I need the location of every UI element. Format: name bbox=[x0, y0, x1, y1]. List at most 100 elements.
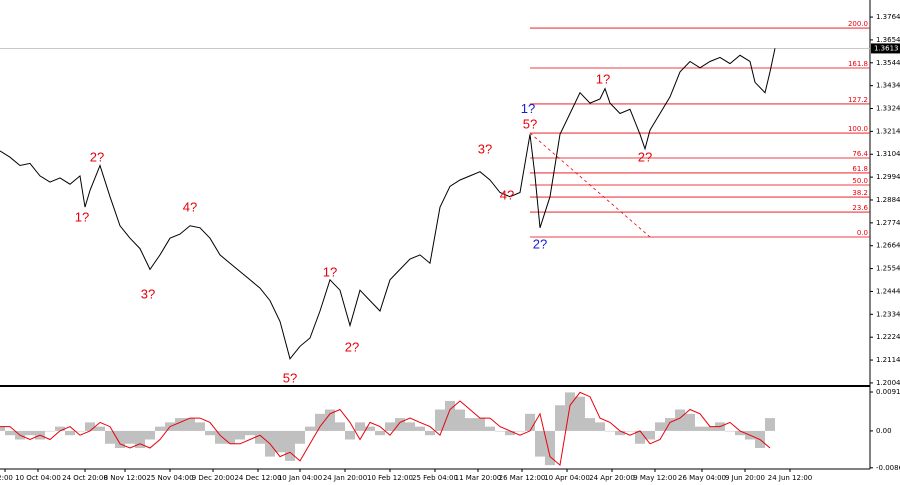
x-tick-label: 26 Mar 12:00 bbox=[499, 474, 546, 482]
x-tick-label: 10 Feb 12:00 bbox=[367, 474, 413, 482]
histogram-bar bbox=[65, 430, 75, 436]
wave-label: 2? bbox=[345, 339, 359, 354]
y-tick-label: 1.3764 bbox=[876, 13, 900, 21]
y-tick-label: 1.2664 bbox=[876, 242, 900, 250]
histogram-bar bbox=[385, 422, 395, 431]
histogram-bar bbox=[95, 426, 105, 431]
histogram-bar bbox=[455, 409, 465, 431]
histogram-bar bbox=[465, 418, 475, 431]
y-tick-label: 1.2994 bbox=[876, 173, 900, 181]
histogram-bar bbox=[695, 426, 705, 431]
histogram-bar bbox=[705, 426, 715, 431]
histogram-bar bbox=[405, 422, 415, 431]
histogram-bar bbox=[485, 426, 495, 431]
y-tick-label: 1.3104 bbox=[876, 150, 900, 158]
y-tick-label: 1.3544 bbox=[876, 59, 900, 67]
fib-label: 76.4 bbox=[852, 150, 868, 158]
y-tick-label: 1.2334 bbox=[876, 310, 900, 318]
wave-label: 1? bbox=[596, 71, 610, 86]
fib-label: 50.0 bbox=[852, 177, 868, 185]
histogram-bar bbox=[665, 418, 675, 431]
fib-label: 23.6 bbox=[852, 204, 868, 212]
histogram-bar bbox=[575, 396, 585, 431]
histogram-bar bbox=[565, 392, 575, 431]
histogram-bar bbox=[155, 426, 165, 431]
y-tick-label: 1.2444 bbox=[876, 287, 900, 295]
x-tick-label: 24 Jan 20:00 bbox=[323, 474, 367, 482]
histogram-bar bbox=[555, 405, 565, 431]
histogram-bar bbox=[215, 430, 225, 444]
histogram-bar bbox=[275, 430, 285, 453]
histogram-bar bbox=[635, 430, 645, 444]
x-tick-label: 10 Oct 04:00 bbox=[15, 474, 61, 482]
histogram-bar bbox=[395, 418, 405, 431]
y-tick-label: 1.2224 bbox=[876, 333, 900, 341]
x-tick-label: 9 Jun 20:00 bbox=[725, 474, 765, 482]
x-tick-label: 24 Dec 12:00 bbox=[234, 474, 281, 482]
x-tick-label: 2:00 bbox=[0, 474, 13, 482]
y-tick-label: 1.3324 bbox=[876, 105, 900, 113]
histogram-bar bbox=[415, 426, 425, 431]
histogram-bar bbox=[675, 409, 685, 431]
histogram-bar bbox=[315, 413, 325, 431]
histogram-bar bbox=[545, 430, 555, 466]
wave-label: 3? bbox=[141, 286, 155, 301]
wave-label: 2? bbox=[533, 237, 547, 252]
histogram-bar bbox=[365, 426, 375, 431]
histogram-bar bbox=[435, 409, 445, 431]
histogram-bar bbox=[305, 426, 315, 431]
wave-label: 5? bbox=[523, 116, 537, 131]
histogram-bar bbox=[585, 418, 595, 431]
wave-label: 1? bbox=[521, 101, 535, 116]
histogram-bar bbox=[145, 430, 155, 440]
histogram-bar bbox=[625, 430, 635, 432]
y-tick-label: 1.2114 bbox=[876, 356, 900, 364]
x-tick-label: 9 Dec 20:00 bbox=[192, 474, 235, 482]
x-tick-label: 8 Nov 12:00 bbox=[104, 474, 147, 482]
histogram-bar bbox=[115, 430, 125, 449]
y-tick-label: 0.0091 bbox=[876, 388, 900, 396]
x-tick-label: 26 May 04:00 bbox=[678, 474, 726, 482]
wave-label: 5? bbox=[283, 370, 297, 385]
y-tick-label: 1.2884 bbox=[876, 196, 900, 204]
histogram-bar bbox=[0, 426, 5, 431]
fib-label: 161.8 bbox=[848, 60, 868, 68]
y-tick-label: 1.2004 bbox=[876, 379, 900, 387]
fib-label: 38.2 bbox=[852, 189, 868, 197]
histogram-bar bbox=[45, 430, 55, 432]
histogram-bar bbox=[185, 418, 195, 431]
histogram-bar bbox=[85, 422, 95, 431]
fib-label: 100.0 bbox=[848, 125, 868, 133]
histogram-bar bbox=[105, 430, 115, 444]
y-tick-label: 1.3654 bbox=[876, 36, 900, 44]
histogram-bar bbox=[495, 430, 505, 432]
histogram-bar bbox=[765, 418, 775, 431]
wave-label: 4? bbox=[500, 187, 514, 202]
histogram-bar bbox=[345, 430, 355, 440]
histogram-bar bbox=[475, 418, 485, 431]
histogram-bar bbox=[645, 430, 655, 440]
y-tick-label: 0.00 bbox=[876, 427, 892, 435]
histogram-bar bbox=[725, 430, 735, 432]
histogram-bar bbox=[445, 400, 455, 431]
histogram-bar bbox=[355, 422, 365, 431]
y-tick-label: 1.2774 bbox=[876, 219, 900, 227]
histogram-bar bbox=[55, 426, 65, 431]
wave-label: 2? bbox=[90, 150, 104, 165]
x-tick-label: 25 Nov 04:00 bbox=[146, 474, 193, 482]
histogram-bar bbox=[125, 430, 135, 444]
x-tick-label: 25 Feb 04:00 bbox=[412, 474, 458, 482]
x-tick-label: 24 Jun 12:00 bbox=[768, 474, 812, 482]
histogram-bar bbox=[655, 422, 665, 431]
current-price-box bbox=[871, 43, 900, 54]
wave-label: 2? bbox=[638, 150, 652, 165]
histogram-bar bbox=[225, 430, 235, 444]
x-tick-label: 11 Mar 20:00 bbox=[455, 474, 502, 482]
histogram-bar bbox=[5, 430, 15, 436]
histogram-bar bbox=[325, 409, 335, 431]
histogram-bar bbox=[255, 430, 265, 444]
histogram-bar bbox=[515, 430, 525, 432]
y-tick-label: -0.00862 bbox=[876, 464, 900, 472]
signal-line bbox=[0, 391, 771, 467]
